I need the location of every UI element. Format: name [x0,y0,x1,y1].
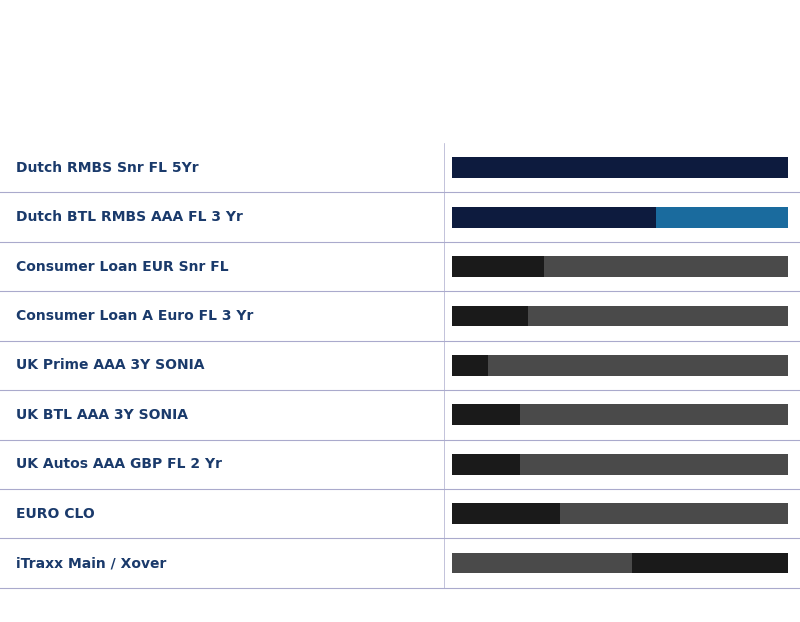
FancyBboxPatch shape [452,404,520,425]
Text: UK BTL AAA 3Y SONIA: UK BTL AAA 3Y SONIA [16,408,188,422]
Text: Figure 1: Examples of European Securitisation and iTraxx Spreads: Figure 1: Examples of European Securitis… [24,22,693,40]
FancyBboxPatch shape [452,503,560,524]
Text: BBB: BBB [621,111,659,129]
Text: Dutch BTL RMBS AAA FL 3 Yr: Dutch BTL RMBS AAA FL 3 Yr [16,210,243,224]
FancyBboxPatch shape [452,355,788,376]
FancyBboxPatch shape [452,553,788,573]
FancyBboxPatch shape [452,404,788,425]
FancyBboxPatch shape [452,454,520,475]
FancyBboxPatch shape [452,207,788,228]
Text: Dutch RMBS Snr FL 5Yr: Dutch RMBS Snr FL 5Yr [16,160,198,175]
Text: UK Autos AAA GBP FL 2 Yr: UK Autos AAA GBP FL 2 Yr [16,457,222,471]
Text: A: A [566,111,578,129]
Text: Consumer Loan EUR Snr FL: Consumer Loan EUR Snr FL [16,259,229,274]
Text: AAA: AAA [473,111,511,129]
FancyBboxPatch shape [452,256,544,277]
Text: BB: BB [703,111,729,129]
FancyBboxPatch shape [452,157,788,178]
FancyBboxPatch shape [452,305,528,327]
FancyBboxPatch shape [452,157,788,178]
FancyBboxPatch shape [452,454,788,475]
Text: EURO CLO: EURO CLO [16,507,94,521]
Text: UK Prime AAA 3Y SONIA: UK Prime AAA 3Y SONIA [16,358,205,373]
FancyBboxPatch shape [452,256,788,277]
FancyBboxPatch shape [452,503,788,524]
FancyBboxPatch shape [632,553,788,573]
FancyBboxPatch shape [452,355,488,376]
Text: Consumer Loan A Euro FL 3 Yr: Consumer Loan A Euro FL 3 Yr [16,309,254,323]
Text: iTraxx Main / Xover: iTraxx Main / Xover [16,556,166,570]
FancyBboxPatch shape [452,305,788,327]
FancyBboxPatch shape [452,207,656,228]
